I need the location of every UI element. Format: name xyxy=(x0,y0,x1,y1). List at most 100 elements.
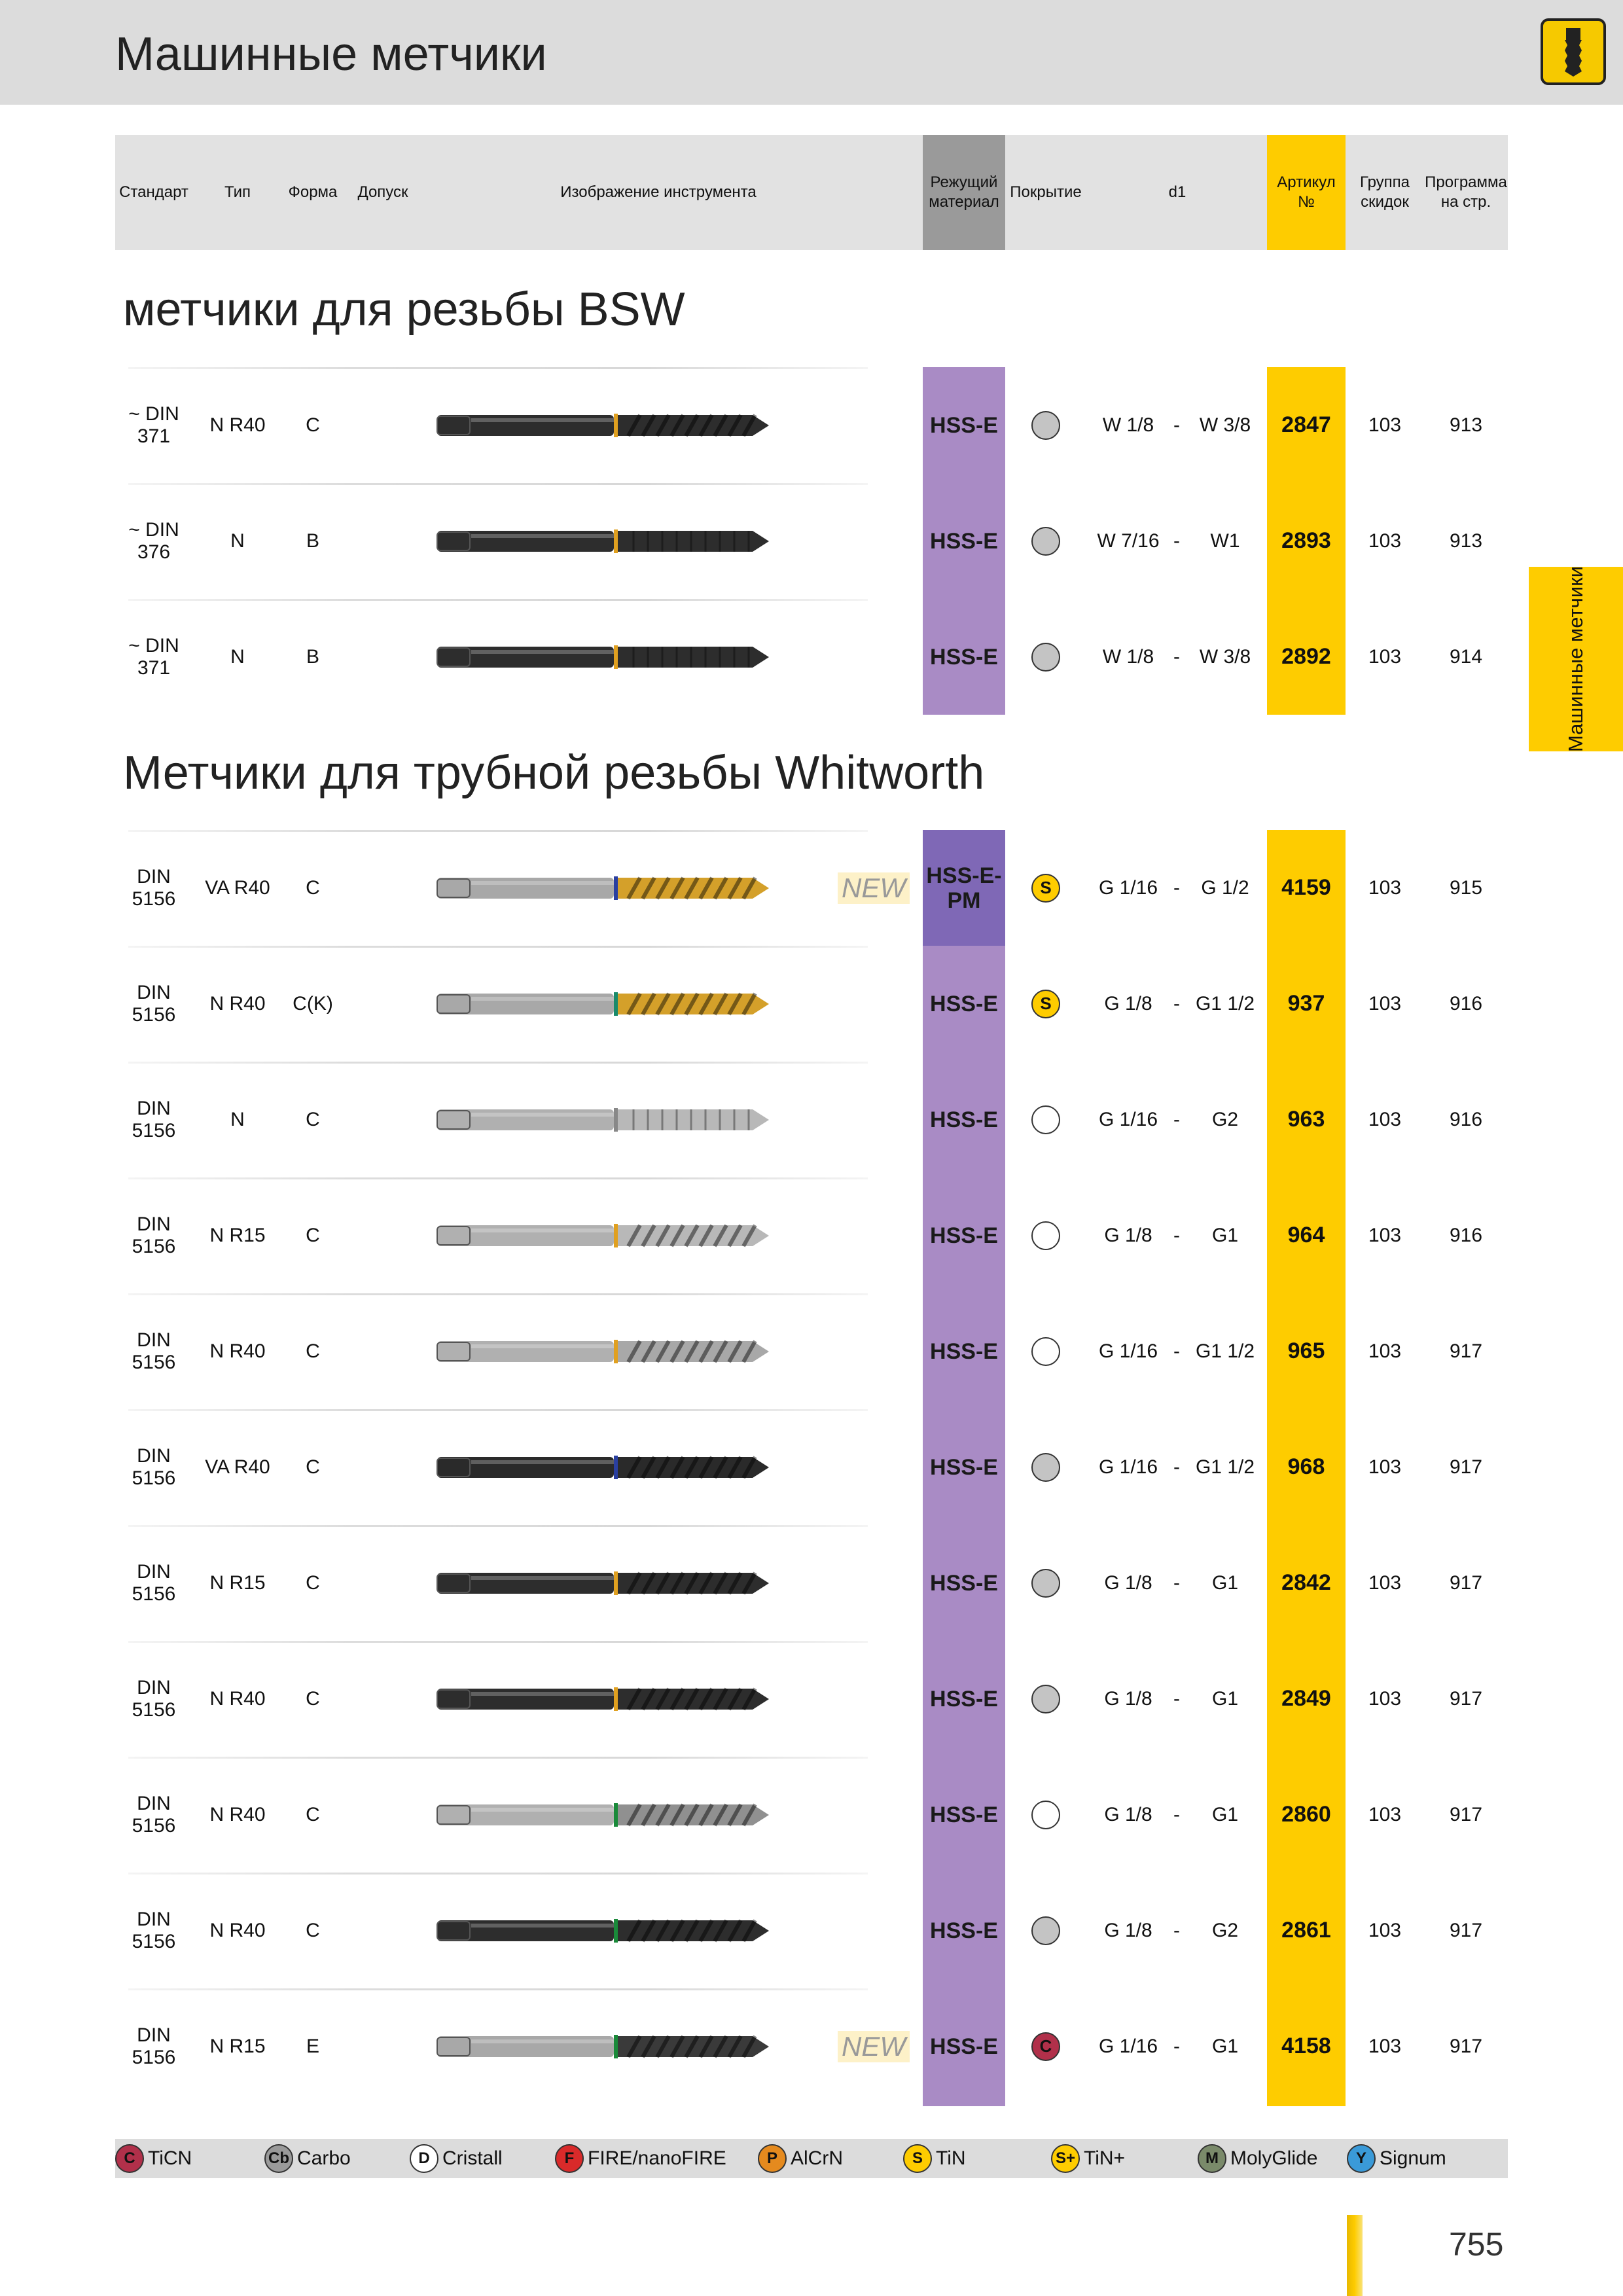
cell-program-page[interactable]: 916 xyxy=(1449,1108,1483,1130)
tap-tool-image xyxy=(437,529,769,553)
cell-d1-from: G 1/16 xyxy=(1098,1340,1158,1362)
cell-program-page[interactable]: 915 xyxy=(1449,876,1483,899)
cell-cutting-material: HSS-E xyxy=(930,528,998,554)
cell-tool-image xyxy=(432,599,772,715)
coating-icon: C xyxy=(1031,2032,1060,2061)
cell-article[interactable]: 2860 xyxy=(1281,1802,1331,1827)
legend-item: D Cristall xyxy=(410,2139,503,2178)
cell-standard: DIN 5156 xyxy=(132,1444,176,1489)
cell-type: N xyxy=(230,1108,245,1130)
cell-article[interactable]: 965 xyxy=(1287,1338,1325,1363)
table-row[interactable]: DIN 5156 N C HSS-E G 1/16- G2 963 103 916 xyxy=(0,1062,1623,1177)
cell-program-page[interactable]: 917 xyxy=(1449,1571,1483,1594)
cell-d1-dash: - xyxy=(1173,1571,1180,1594)
cell-cutting-material: HSS-E xyxy=(930,644,998,670)
table-row[interactable]: ~ DIN 371 N B HSS-E W 1/8- W 3/8 2892 103 914 xyxy=(0,599,1623,715)
table-row[interactable]: DIN 5156 VA R40 C HSS-E G 1/16- G1 1/2 968 103 9… xyxy=(0,1409,1623,1525)
cell-form: C xyxy=(306,414,320,436)
tap-tool-image xyxy=(437,1223,769,1247)
row-separator xyxy=(128,1988,868,1990)
cell-standard: ~ DIN 376 xyxy=(128,518,179,563)
cell-tool-image xyxy=(432,1988,772,2104)
cell-program-page[interactable]: 917 xyxy=(1449,1456,1483,1478)
cell-article[interactable]: 2849 xyxy=(1281,1686,1331,1711)
table-row[interactable]: ~ DIN 376 N B HSS-E W 7/16- W1 2893 103 913 xyxy=(0,483,1623,599)
cell-program-page[interactable]: 917 xyxy=(1449,1919,1483,1941)
header-standard: Стандарт xyxy=(119,183,188,201)
cell-form: B xyxy=(306,529,319,552)
cell-program-page[interactable]: 917 xyxy=(1449,1803,1483,1825)
cell-article[interactable]: 2861 xyxy=(1281,1918,1331,1943)
table-row[interactable]: DIN 5156 N R40 C(K) HSS-E S G 1/8- G1 1/2 937 10… xyxy=(0,946,1623,1062)
table-row[interactable]: DIN 5156 VA R40 C NEW HSS-E-PM S G 1/16- G 1/2 4… xyxy=(0,830,1623,946)
row-separator xyxy=(128,1293,868,1295)
coating-legend: C TiCN Cb Carbo D Cristall F FIRE/nanoFIRE P AlCr… xyxy=(115,2139,1508,2178)
cell-discount-group: 103 xyxy=(1368,1803,1402,1825)
material-column-whitworth xyxy=(923,830,1005,2106)
legend-item: C TiCN xyxy=(115,2139,192,2178)
cell-d1-to: G2 xyxy=(1211,1919,1239,1941)
table-row[interactable]: DIN 5156 N R40 C HSS-E G 1/8- G1 2860 103 917 xyxy=(0,1757,1623,1873)
cell-d1-from: G 1/8 xyxy=(1104,1687,1152,1710)
page-title: Машинные метчики xyxy=(115,28,547,81)
cell-coating xyxy=(1005,599,1086,715)
cell-program-page[interactable]: 913 xyxy=(1449,529,1483,552)
cell-standard: ~ DIN 371 xyxy=(128,403,179,447)
cell-discount-group: 103 xyxy=(1368,1687,1402,1710)
coating-tin-icon: S xyxy=(903,2144,932,2173)
cell-program-page[interactable]: 914 xyxy=(1449,645,1483,668)
table-row[interactable]: ~ DIN 371 N R40 C HSS-E W 1/8- W 3/8 2847 103 91… xyxy=(0,367,1623,483)
cell-form: E xyxy=(306,2035,319,2057)
cell-tool-image xyxy=(432,830,772,946)
table-row[interactable]: DIN 5156 N R40 C HSS-E G 1/16- G1 1/2 965 103 91… xyxy=(0,1293,1623,1409)
article-column-bsw xyxy=(1267,367,1346,715)
row-separator xyxy=(128,1409,868,1411)
cell-standard: DIN 5156 xyxy=(132,2024,176,2068)
cell-d1-from: G 1/8 xyxy=(1104,1571,1152,1594)
cell-standard: ~ DIN 371 xyxy=(128,634,179,679)
table-row[interactable]: DIN 5156 N R15 C HSS-E G 1/8- G1 2842 103 917 xyxy=(0,1525,1623,1641)
cell-program-page[interactable]: 917 xyxy=(1449,1687,1483,1710)
cell-type: N R15 xyxy=(209,2035,266,2057)
cell-article[interactable]: 963 xyxy=(1287,1107,1325,1132)
table-row[interactable]: DIN 5156 N R15 C HSS-E G 1/8- G1 964 103 916 xyxy=(0,1177,1623,1293)
cell-tool-image xyxy=(432,1525,772,1641)
cell-form: C xyxy=(306,1224,320,1246)
table-row[interactable]: DIN 5156 N R40 C HSS-E G 1/8- G2 2861 103 917 xyxy=(0,1873,1623,1988)
cell-d1-to: G1 xyxy=(1211,1224,1239,1246)
cell-article[interactable]: 2842 xyxy=(1281,1570,1331,1595)
cell-program-page[interactable]: 913 xyxy=(1449,414,1483,436)
cell-d1-dash: - xyxy=(1173,1224,1180,1246)
cell-d1-from: G 1/16 xyxy=(1098,2035,1158,2057)
cell-program-page[interactable]: 916 xyxy=(1449,1224,1483,1246)
coating-carbo-icon: Cb xyxy=(264,2144,293,2173)
cell-discount-group: 103 xyxy=(1368,2035,1402,2057)
cell-cutting-material: HSS-E-PM xyxy=(923,830,1005,946)
header-discount-group: Группа скидок xyxy=(1359,173,1410,211)
cell-article[interactable]: 937 xyxy=(1287,991,1325,1016)
cell-article[interactable]: 4158 xyxy=(1281,2034,1331,2058)
cell-article[interactable]: 968 xyxy=(1287,1454,1325,1479)
row-separator xyxy=(128,946,868,948)
table-row[interactable]: DIN 5156 N R15 E NEW HSS-E C G 1/16- G1 4158 103 9… xyxy=(0,1988,1623,2104)
cell-coating xyxy=(1005,1062,1086,1177)
cell-program-page[interactable]: 917 xyxy=(1449,2035,1483,2057)
cell-standard: DIN 5156 xyxy=(132,1792,176,1837)
header-d1: d1 xyxy=(1168,183,1186,201)
tap-tool-image xyxy=(437,1107,769,1132)
cell-cutting-material: HSS-E xyxy=(930,1223,998,1248)
cell-article[interactable]: 2892 xyxy=(1281,644,1331,669)
cell-form: C xyxy=(306,1340,320,1362)
cell-article[interactable]: 964 xyxy=(1287,1223,1325,1247)
cell-form: C xyxy=(306,1687,320,1710)
cell-program-page[interactable]: 916 xyxy=(1449,992,1483,1014)
table-row[interactable]: DIN 5156 N R40 C HSS-E G 1/8- G1 2849 103 917 xyxy=(0,1641,1623,1757)
cell-article[interactable]: 2893 xyxy=(1281,528,1331,553)
side-section-tab[interactable]: Машинные метчики xyxy=(1529,566,1623,752)
cell-article[interactable]: 4159 xyxy=(1281,875,1331,900)
cell-article[interactable]: 2847 xyxy=(1281,412,1331,437)
legend-label: MolyGlide xyxy=(1230,2147,1318,2169)
cell-program-page[interactable]: 917 xyxy=(1449,1340,1483,1362)
coating-tin--icon: S+ xyxy=(1051,2144,1080,2173)
